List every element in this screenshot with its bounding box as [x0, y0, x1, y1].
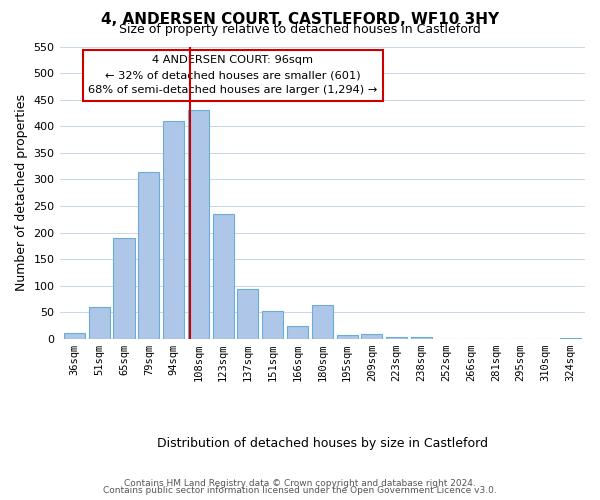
Bar	[113, 238, 134, 339]
Bar	[312, 304, 333, 339]
X-axis label: Distribution of detached houses by size in Castleford: Distribution of detached houses by size …	[157, 437, 488, 450]
Bar	[212, 214, 233, 339]
Bar	[337, 336, 358, 339]
Bar	[238, 288, 259, 339]
Text: Size of property relative to detached houses in Castleford: Size of property relative to detached ho…	[119, 22, 481, 36]
Bar	[188, 110, 209, 339]
Text: 4, ANDERSEN COURT, CASTLEFORD, WF10 3HY: 4, ANDERSEN COURT, CASTLEFORD, WF10 3HY	[101, 12, 499, 28]
Bar	[361, 334, 382, 339]
Y-axis label: Number of detached properties: Number of detached properties	[15, 94, 28, 292]
Text: Contains public sector information licensed under the Open Government Licence v3: Contains public sector information licen…	[103, 486, 497, 495]
Bar	[411, 338, 432, 339]
Text: Contains HM Land Registry data © Crown copyright and database right 2024.: Contains HM Land Registry data © Crown c…	[124, 478, 476, 488]
Bar	[262, 312, 283, 339]
Bar	[89, 307, 110, 339]
Bar	[138, 172, 160, 339]
Bar	[386, 338, 407, 339]
Bar	[287, 326, 308, 339]
Bar	[163, 121, 184, 339]
Text: 4 ANDERSEN COURT: 96sqm
← 32% of detached houses are smaller (601)
68% of semi-d: 4 ANDERSEN COURT: 96sqm ← 32% of detache…	[88, 56, 377, 95]
Bar	[560, 338, 581, 339]
Bar	[64, 332, 85, 339]
